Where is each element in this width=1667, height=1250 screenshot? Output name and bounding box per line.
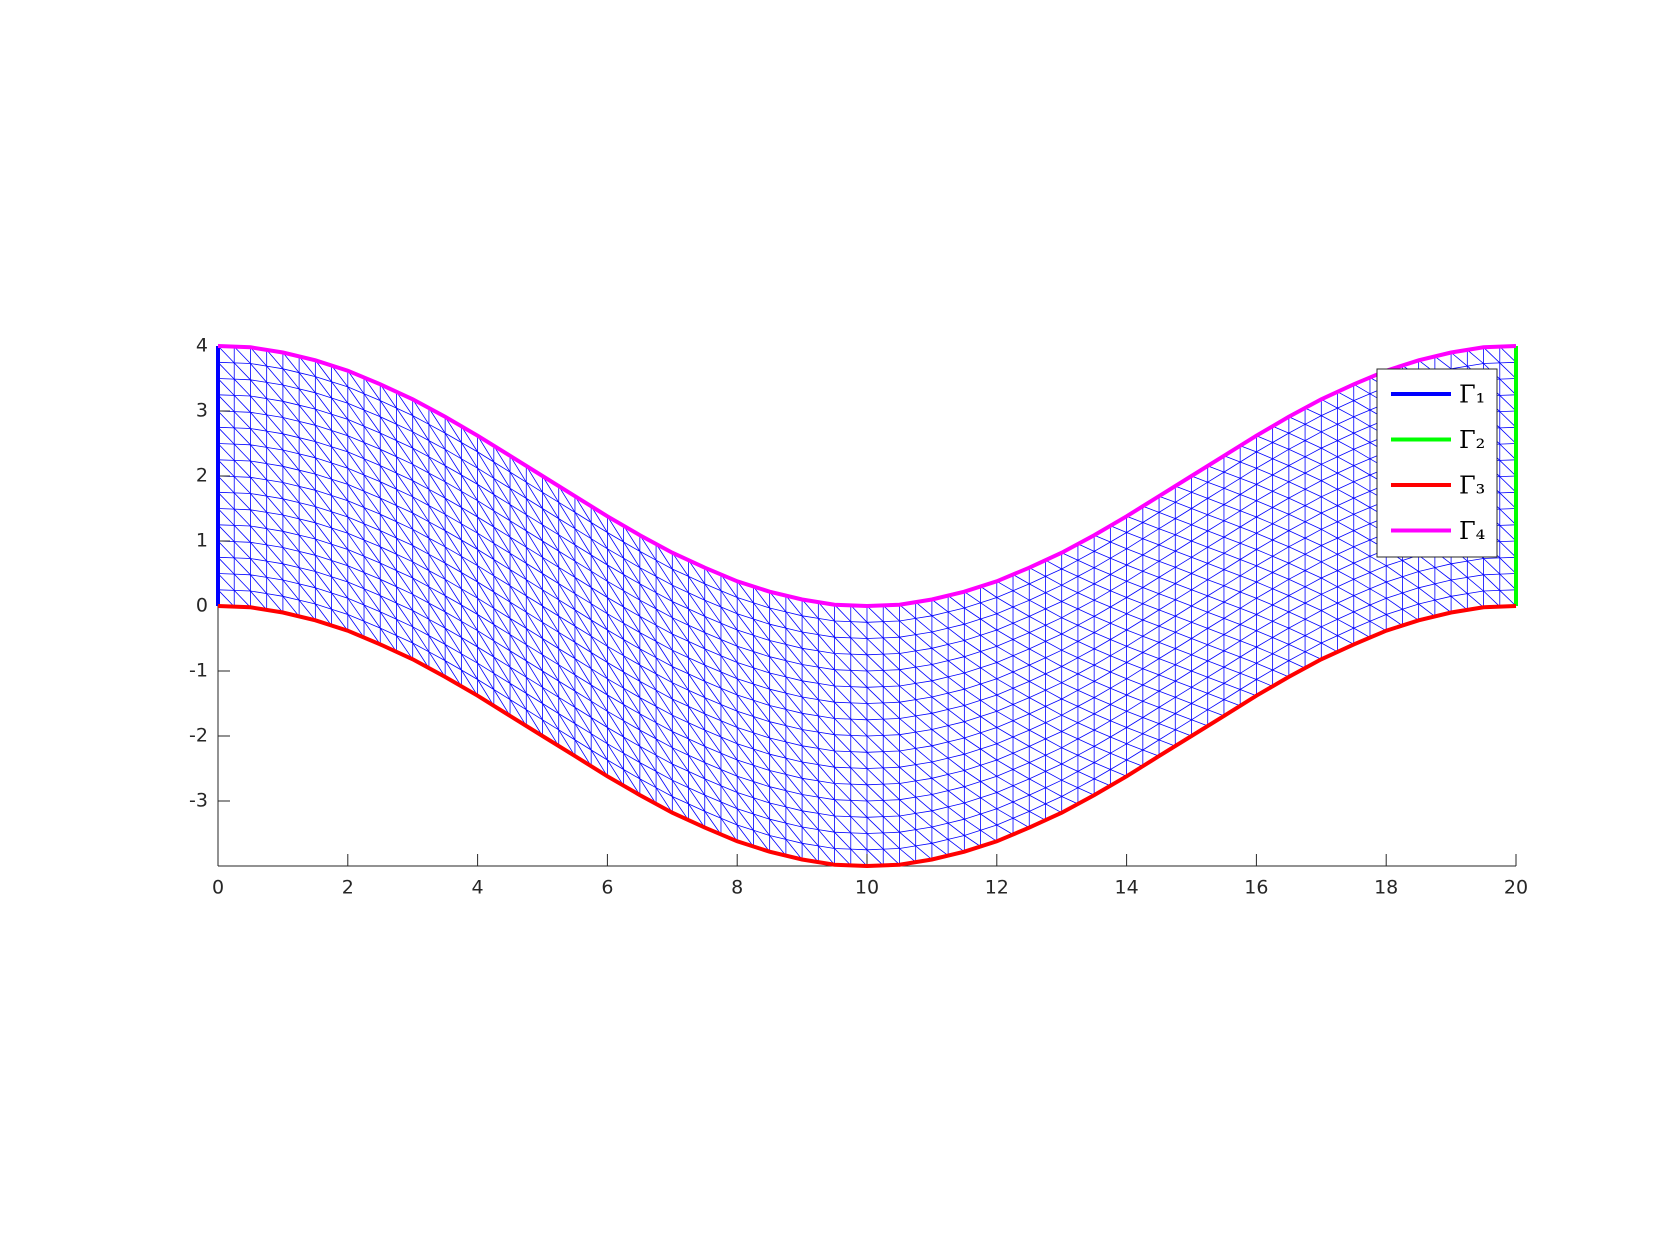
y-tick-label: 2: [196, 465, 208, 487]
x-tick-label: 12: [985, 877, 1009, 899]
legend-box: [1376, 368, 1498, 558]
y-tick-label: -1: [189, 660, 208, 682]
boundary-line: [217, 344, 1517, 609]
x-tick-label: 4: [472, 877, 484, 899]
mesh-diagonals: [217, 345, 1517, 867]
legend-label: Γ₄: [1459, 517, 1485, 545]
y-tick-label: 1: [196, 530, 208, 552]
x-tick-label: 16: [1244, 877, 1268, 899]
y-tick-label: 0: [196, 595, 208, 617]
x-tick-label: 8: [731, 877, 743, 899]
x-tick-label: 14: [1115, 877, 1139, 899]
legend-label: Γ₃: [1459, 472, 1485, 500]
y-tick-label: -2: [189, 725, 208, 747]
y-tick-label: 3: [196, 400, 208, 422]
y-tick-label: 4: [196, 335, 208, 357]
y-tick-label: -3: [189, 790, 208, 812]
x-tick-label: 20: [1504, 877, 1528, 899]
x-tick-label: 6: [601, 877, 613, 899]
legend-label: Γ₁: [1459, 381, 1485, 409]
x-tick-label: 0: [212, 877, 224, 899]
x-tick-label: 10: [855, 877, 879, 899]
legend-label: Γ₂: [1459, 426, 1485, 454]
x-tick-label: 2: [342, 877, 354, 899]
x-tick-label: 18: [1374, 877, 1398, 899]
boundary-line: [217, 604, 1517, 869]
legend: Γ₁ Γ₂ Γ₃ Γ₄: [1376, 368, 1498, 558]
